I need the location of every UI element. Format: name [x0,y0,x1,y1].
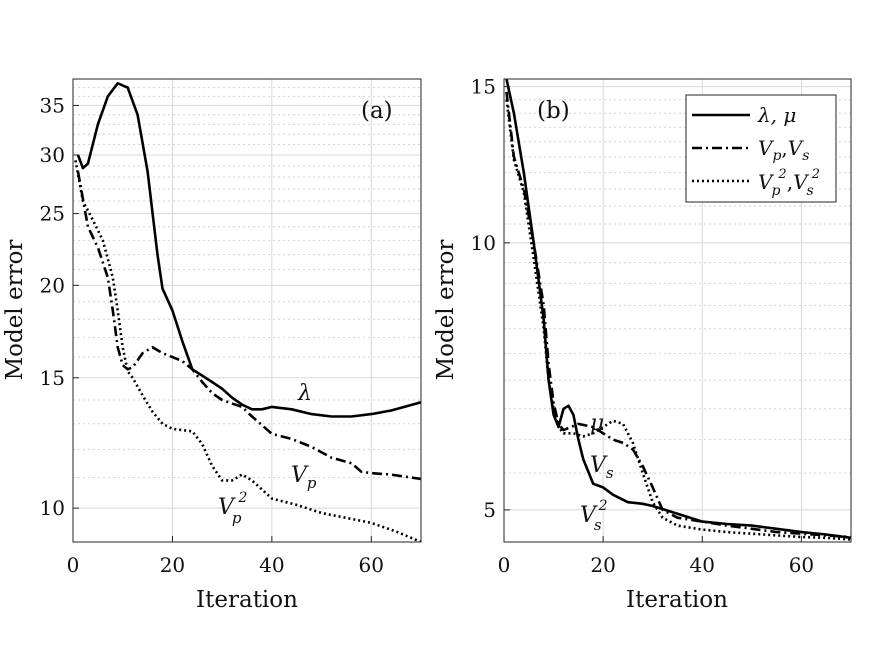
ticks-b [503,86,802,542]
annotation-vs: Vs [590,453,614,482]
panel-label-a: (a) [361,98,393,124]
axes-box-a [72,78,422,543]
y-tick-label: 30 [40,143,65,167]
legend-label-vp-vs: Vp,Vs [758,136,809,164]
series-line-dotted [505,99,851,541]
y-axis-label-a: Model error [2,240,28,381]
y-tick-label: 15 [471,75,496,99]
x-tick-label: 40 [690,553,715,577]
y-tick-label: 35 [40,93,65,117]
ticks-a [72,104,372,542]
series-a [74,82,421,542]
y-tick-label: 15 [40,366,65,390]
annotation-mu: μ [590,411,604,436]
series-line-solid [505,79,851,540]
x-tick-label: 0 [498,553,511,577]
x-axis-label-b: Iteration [626,587,728,613]
legend: λ, μ Vp,Vs Vp2,Vs2 [685,94,837,203]
x-tick-label: 60 [789,553,814,577]
y-tick-label: 20 [40,273,65,297]
legend-box [685,94,837,203]
series-line-dashdot [505,91,851,539]
panel-label-b: (b) [537,98,570,124]
annotation-lambda: λ [297,381,312,406]
x-tick-label: 40 [259,553,284,577]
axes-box-b [503,78,852,543]
series-b [505,79,851,541]
tick-labels-b: 5 10 15 0 20 40 60 [471,75,815,577]
grid-a [72,78,421,543]
panel-b: 5 10 15 0 20 40 60 (b) μ Vs Vs2 λ, μ Vp,Vs Vp2… [433,75,852,613]
y-axis-label-b: Model error [433,240,459,381]
legend-label-lambda-mu: λ, μ [757,103,796,127]
y-tick-label: 25 [40,202,65,226]
series-line-dashdot [76,171,421,481]
tick-labels-a: 10 15 20 25 30 35 0 20 40 60 [40,93,384,577]
x-axis-label-a: Iteration [196,587,298,613]
panel-a: 10 15 20 25 30 35 0 20 40 60 (a) λ Vp Vp2 Iterati… [2,78,422,613]
y-tick-label: 10 [471,231,496,255]
x-tick-label: 60 [359,553,384,577]
y-tick-label: 10 [40,496,65,520]
annotation-vp2: Vp2 [218,490,248,527]
annotation-vp: Vp [291,463,317,492]
x-tick-label: 20 [590,553,615,577]
x-tick-label: 0 [67,553,80,577]
annotation-vs2: Vs2 [580,498,608,534]
x-tick-label: 20 [160,553,185,577]
legend-label-vp2-vs2: Vp2,Vs2 [758,167,820,199]
y-tick-label: 5 [483,498,496,522]
series-line-dotted [74,160,421,542]
series-line-solid [76,82,421,418]
